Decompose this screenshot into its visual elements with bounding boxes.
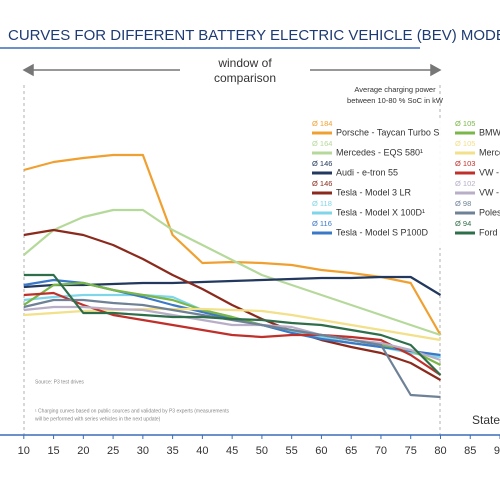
legend-label: BMW - <box>479 127 500 137</box>
legend-label: Tesla - Model S P100D <box>336 227 429 237</box>
legend-label: Polesta <box>479 207 500 217</box>
legend-average: Ø 146 <box>312 159 332 168</box>
source-note: Source: P3 test drives <box>35 379 84 385</box>
series-line <box>23 305 441 362</box>
legend-average: Ø 184 <box>312 119 332 128</box>
x-tick-label: 85 <box>464 445 476 457</box>
legend-label: Tesla - Model 3 LR <box>336 187 412 197</box>
legend-average: Ø 118 <box>312 199 332 208</box>
legend-average: Ø 102 <box>455 179 475 188</box>
series-line <box>23 307 441 342</box>
window-label: window of <box>217 56 272 70</box>
x-tick-label: 30 <box>137 445 149 457</box>
series-line <box>23 153 442 336</box>
window-label: comparison <box>214 71 276 85</box>
legend-label: Porsche - Taycan Turbo S <box>336 127 439 137</box>
x-tick-label: 70 <box>375 445 387 457</box>
legend-label: Merced <box>479 147 500 157</box>
x-tick-label: 75 <box>405 445 417 457</box>
x-tick-label: 90 <box>494 445 500 457</box>
legend-average: Ø 105 <box>455 139 475 148</box>
x-tick-label: 80 <box>434 445 446 457</box>
x-tick-label: 50 <box>256 445 268 457</box>
x-tick-label: 40 <box>196 445 208 457</box>
legend-label: Tesla - Model X 100D¹ <box>336 207 425 217</box>
legend-average: Ø 103 <box>455 159 475 168</box>
series-line <box>23 275 442 296</box>
x-tick-label: 20 <box>77 445 89 457</box>
legend-label: Mercedes - EQS 580¹ <box>336 147 423 157</box>
legend-average: Ø 105 <box>455 119 475 128</box>
x-tick-label: 35 <box>166 445 178 457</box>
x-tick-label: 10 <box>18 445 30 457</box>
chart-title: CURVES FOR DIFFERENT BATTERY ELECTRIC VE… <box>8 27 500 44</box>
legend-average: Ø 164 <box>312 139 332 148</box>
series-line <box>23 228 442 381</box>
legend-average: Ø 146 <box>312 179 332 188</box>
legend-average: Ø 116 <box>312 219 332 228</box>
legend-title: Average charging power <box>354 85 436 94</box>
x-tick-label: 45 <box>226 445 238 457</box>
legend-average: Ø 98 <box>455 199 471 208</box>
legend-label: Ford - <box>479 227 500 237</box>
x-tick-label: 60 <box>315 445 327 457</box>
footnote: ¹ Charging curves based on public source… <box>35 408 229 414</box>
series-line <box>23 273 442 376</box>
x-tick-label: 65 <box>345 445 357 457</box>
window-arrows <box>22 63 442 435</box>
legend-label: Audi - e-tron 55 <box>336 167 398 177</box>
footnote: will be performed with series vehicles i… <box>35 416 161 422</box>
legend-title: between 10-80 % SoC in kW <box>347 96 444 105</box>
x-tick-label: 25 <box>107 445 119 457</box>
legend-background <box>305 118 500 248</box>
x-axis-label: State <box>472 413 500 427</box>
legend-average: Ø 94 <box>455 219 471 228</box>
x-tick-label: 55 <box>286 445 298 457</box>
legend-label: VW - ID <box>479 167 500 177</box>
series-line <box>23 208 441 337</box>
legend-label: VW - ID <box>479 187 500 197</box>
x-tick-label: 15 <box>47 445 59 457</box>
